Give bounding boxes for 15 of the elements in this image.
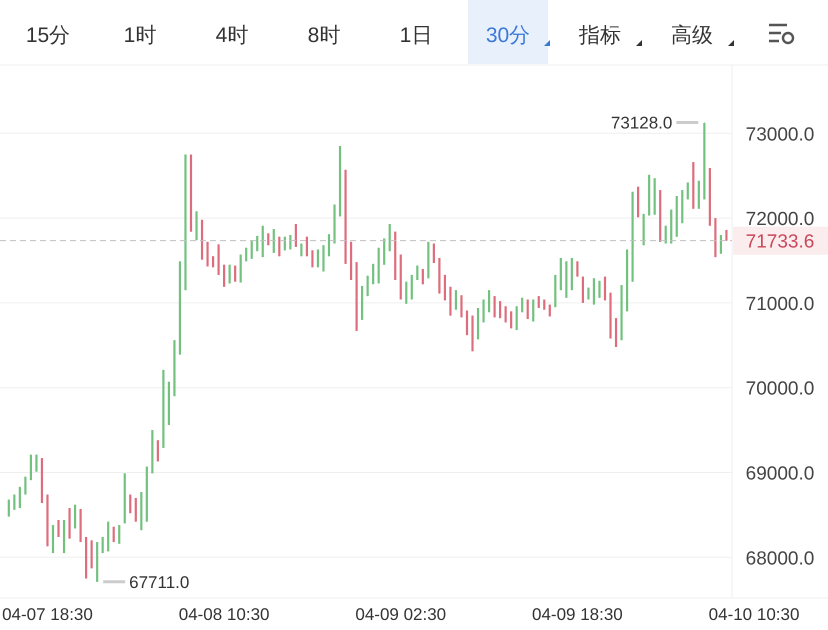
toolbar: 15分 1时 4时 8时 1日 30分 指标 高级: [26, 0, 734, 64]
annotation: 73128.0: [610, 113, 672, 132]
annotation: 67711.0: [129, 572, 190, 592]
y-tick-label: 69000.0: [746, 463, 814, 484]
y-tick-label: 68000.0: [746, 548, 814, 570]
ref-line-label: 71733.6: [746, 232, 814, 253]
x-tick-label: 04-10 10:30: [708, 605, 800, 624]
x-tick-label: 04-08 10:30: [178, 605, 270, 624]
x-tick-label: 04-09 18:30: [532, 605, 623, 624]
x-tick-label: 04-09 02:30: [355, 605, 446, 624]
y-tick-label: 73000.0: [746, 124, 814, 146]
y-tick-label: 72000.0: [746, 209, 814, 230]
y-tick-label: 70000.0: [746, 378, 814, 400]
x-tick-label: 04-07 18:30: [2, 605, 93, 624]
y-tick-label: 71000.0: [746, 294, 814, 315]
